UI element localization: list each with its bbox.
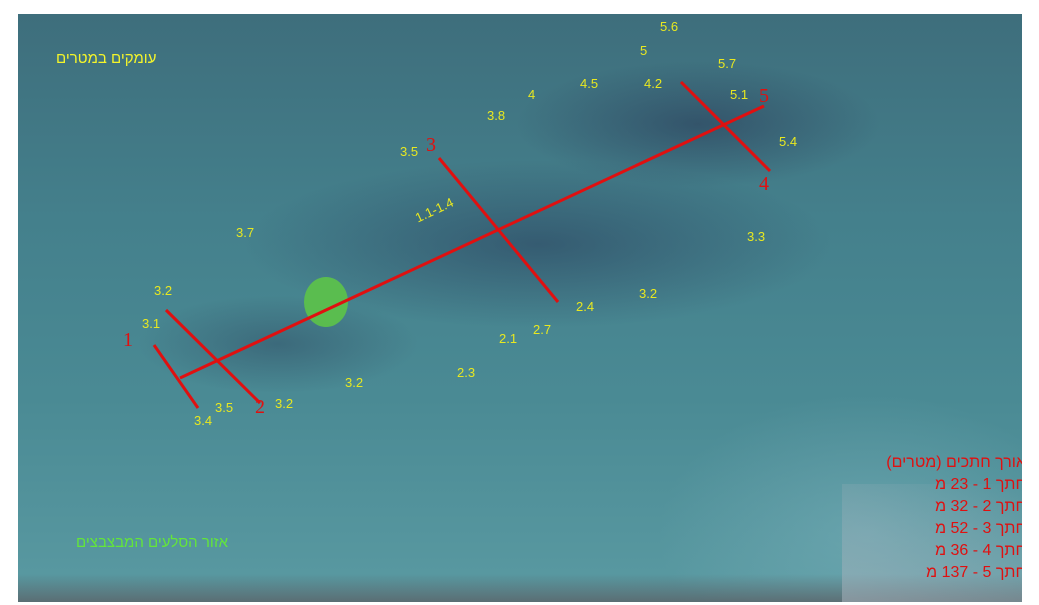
depth-label: 2.4 (576, 299, 595, 314)
depth-label: 5.1 (730, 87, 749, 102)
section-number-5: 5 (759, 85, 769, 107)
depth-label: 5.7 (718, 56, 737, 71)
section-lines-overlay (152, 80, 772, 409)
depth-label: 3.2 (345, 375, 364, 390)
depth-label: 5.6 (660, 19, 679, 34)
depth-label: 3.4 (194, 413, 213, 428)
depth-label: 5.4 (779, 134, 798, 149)
depth-label: 3.3 (747, 229, 766, 244)
depth-label: 3.5 (215, 400, 234, 415)
depth-label: 4.5 (580, 76, 599, 91)
section-number-1: 1 (123, 329, 133, 351)
depth-label: 3.2 (275, 396, 294, 411)
length-row: חתך 1 - 23 מ (935, 476, 1022, 493)
section-line-2 (164, 308, 262, 405)
lengths-title: אורך חתכים (מטרים) (886, 454, 1022, 471)
section-line-3 (437, 157, 560, 303)
depth-label: 3.5 (400, 144, 419, 159)
aerial-map: עומקים במטרים 5.6 5 5.7 4.5 4.2 5.1 4 3.… (18, 14, 1022, 602)
length-row: חתך 3 - 52 מ (935, 520, 1022, 537)
section-line-5 (179, 104, 765, 380)
depth-label: 5 (640, 43, 648, 58)
section-number-2: 2 (255, 396, 265, 418)
depth-label: 3.7 (236, 225, 255, 240)
rock-area-label: אזור הסלעים המבצבצים (76, 534, 229, 551)
depth-label: 2.3 (457, 365, 476, 380)
depth-label: 3.2 (639, 286, 658, 301)
section-number-4: 4 (759, 173, 769, 195)
depth-label: 3.8 (487, 108, 506, 123)
section-line-4 (679, 80, 772, 173)
depth-label: 4.2 (644, 76, 663, 91)
depth-label: 3.2 (154, 283, 173, 298)
section-number-3: 3 (426, 134, 436, 156)
length-row: חתך 2 - 32 מ (935, 498, 1022, 515)
length-row: חתך 4 - 36 מ (935, 542, 1022, 559)
shallow-water-area (842, 484, 1022, 602)
length-row: חתך 5 - 137 מ (926, 564, 1022, 581)
depth-label: 4 (528, 87, 536, 102)
section-line-1 (152, 344, 200, 409)
depth-label: 2.1 (499, 331, 518, 346)
depth-label: 2.7 (533, 322, 552, 337)
depth-title: עומקים במטרים (56, 50, 157, 67)
section-lengths-legend: אורך חתכים (מטרים) חתך 1 - 23 מ חתך 2 - … (886, 452, 1022, 584)
depth-label: 3.1 (142, 316, 161, 331)
